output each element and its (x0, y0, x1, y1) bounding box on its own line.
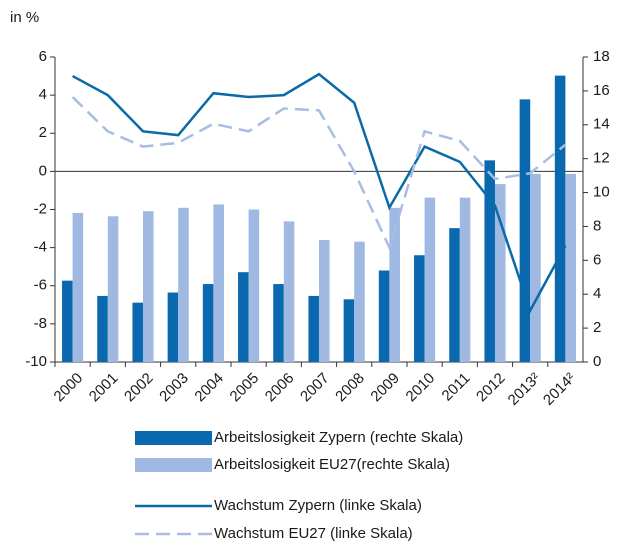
bar (283, 221, 295, 362)
legend-label: Arbeitslosigkeit EU27(rechte Skala) (214, 456, 450, 473)
x-tick-label: 2007 (297, 370, 333, 406)
x-tick-label: 2000 (51, 370, 87, 406)
bar (132, 302, 143, 362)
y2-tick-label: 2 (593, 319, 601, 336)
y-tick-label: -10 (25, 353, 47, 370)
y2-tick-label: 14 (593, 116, 610, 133)
bar (519, 99, 531, 362)
x-tick-label: 2014² (540, 370, 579, 409)
y2-tick-label: 4 (593, 285, 601, 302)
bar (248, 209, 260, 362)
y-tick-label: -6 (34, 277, 47, 294)
bar (308, 295, 319, 362)
bar (484, 160, 495, 362)
y-axis-label: in % (10, 9, 39, 26)
legend-swatch (135, 458, 212, 472)
bar (273, 284, 284, 362)
bar (167, 292, 179, 362)
line (71, 96, 567, 252)
legend-label: Wachstum EU27 (linke Skala) (214, 525, 413, 542)
bar (424, 197, 436, 362)
bar (72, 212, 84, 362)
x-tick-label: 2004 (191, 370, 227, 406)
bar (213, 204, 224, 362)
legend-swatch (135, 431, 212, 445)
y-tick-label: -4 (34, 239, 47, 256)
y-tick-label: 0 (39, 162, 47, 179)
y-tick-label: 6 (39, 48, 47, 65)
x-tick-label: 2012 (473, 370, 509, 406)
x-tick-label: 2013² (505, 370, 544, 409)
y-tick-label: -8 (34, 315, 47, 332)
bar (459, 197, 471, 362)
x-tick-label: 2003 (156, 370, 192, 406)
y2-tick-label: 16 (593, 82, 610, 99)
legend-label: Arbeitslosigkeit Zypern (rechte Skala) (214, 429, 463, 446)
x-tick-label: 2001 (86, 370, 122, 406)
bar (530, 173, 541, 362)
bar (202, 284, 214, 362)
y-tick-label: 4 (39, 86, 47, 103)
x-tick-label: 2011 (439, 370, 474, 405)
bar (565, 173, 576, 362)
y-tick-label: 2 (39, 124, 47, 141)
y2-tick-label: 12 (593, 150, 610, 167)
y2-tick-label: 8 (593, 217, 601, 234)
bar (143, 211, 154, 362)
bar (107, 216, 119, 362)
bar (238, 272, 249, 362)
y2-tick-label: 18 (593, 48, 610, 65)
y2-tick-label: 10 (593, 184, 610, 201)
bar (178, 207, 189, 362)
bar (389, 207, 400, 362)
bar (554, 75, 566, 362)
bar (378, 270, 390, 362)
bar (414, 255, 425, 362)
bar (97, 295, 108, 362)
bar (495, 184, 506, 362)
x-tick-label: 2005 (227, 370, 263, 406)
bar (343, 299, 355, 362)
bar (319, 240, 330, 362)
legend-label: Wachstum Zypern (linke Skala) (214, 497, 422, 514)
x-tick-label: 2010 (403, 370, 439, 406)
x-tick-label: 2002 (121, 370, 157, 406)
line (72, 72, 567, 314)
x-tick-label: 2008 (332, 370, 368, 406)
bar (449, 228, 460, 362)
x-tick-label: 2009 (367, 370, 403, 406)
y2-tick-label: 6 (593, 251, 601, 268)
x-tick-label: 2006 (262, 370, 298, 406)
bar (62, 280, 73, 362)
y2-tick-label: 0 (593, 353, 601, 370)
y-tick-label: -2 (34, 200, 47, 217)
bar (354, 241, 365, 362)
